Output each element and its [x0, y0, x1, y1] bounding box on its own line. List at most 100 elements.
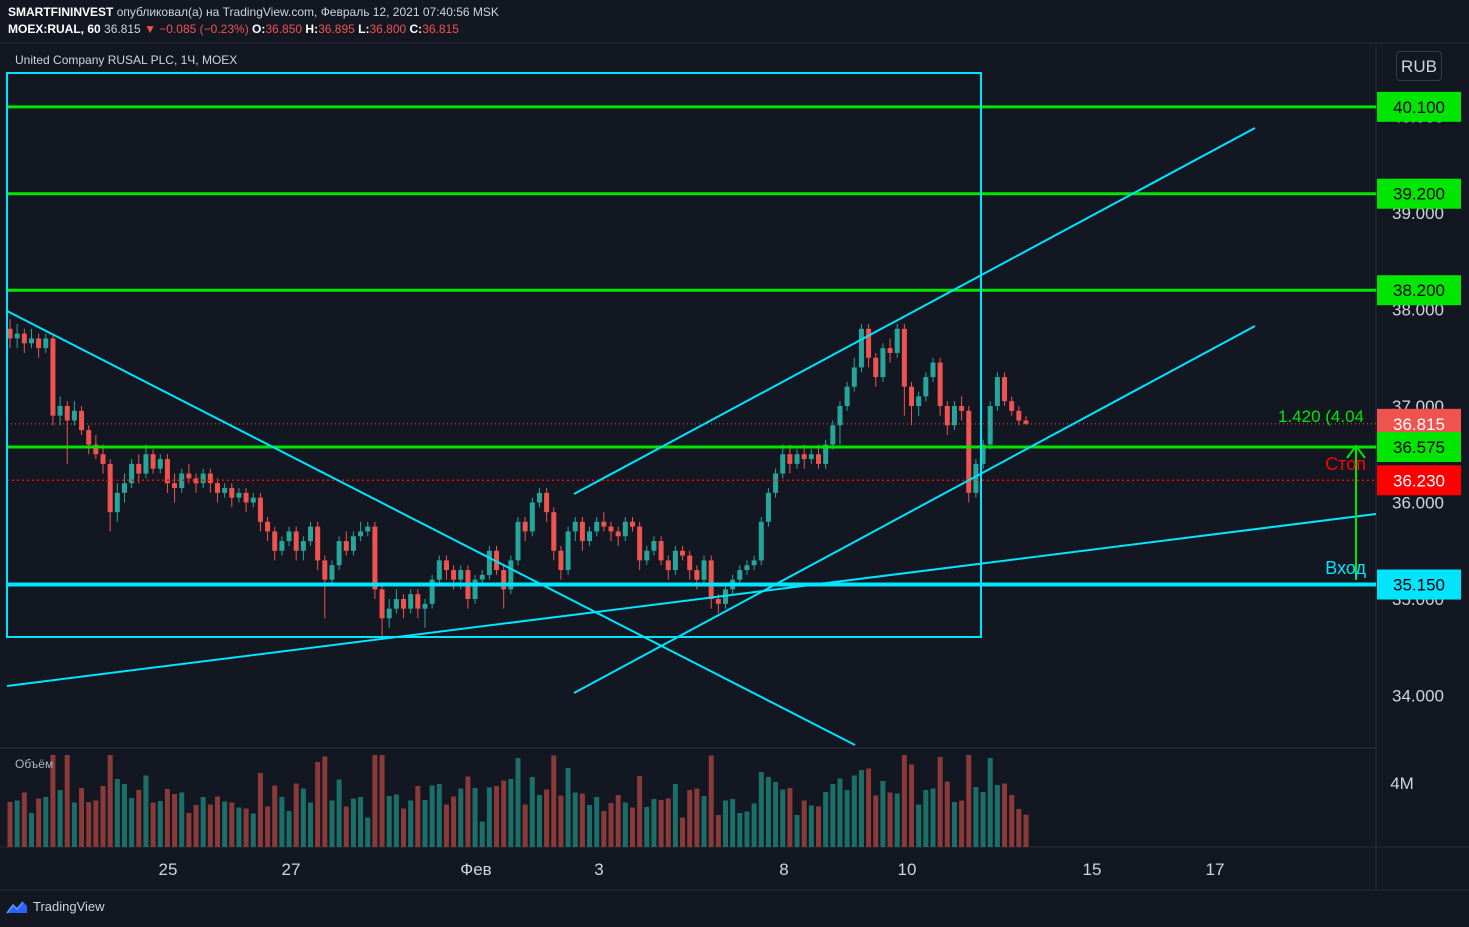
- volume-bar: [472, 788, 478, 847]
- time-tick-label: 10: [898, 860, 917, 879]
- volume-bar: [315, 762, 321, 847]
- volume-bar: [150, 802, 156, 847]
- volume-bar: [773, 782, 779, 847]
- volume-bar: [909, 764, 915, 847]
- candle-body: [951, 406, 957, 426]
- candle-body: [329, 565, 335, 580]
- open-value: 36.850: [265, 22, 303, 36]
- candle-body: [1016, 410, 1022, 421]
- volume-bar: [837, 778, 843, 847]
- candle-body: [315, 526, 321, 561]
- candle-body: [572, 521, 578, 532]
- volume-bar: [222, 801, 228, 847]
- volume-bar: [443, 804, 449, 847]
- volume-bar: [272, 785, 278, 847]
- volume-bar: [558, 795, 564, 847]
- volume-bar: [651, 799, 657, 847]
- high-value: 36.895: [318, 22, 355, 36]
- candle-body: [486, 550, 492, 575]
- volume-bar: [587, 805, 593, 847]
- candle-body: [93, 444, 99, 455]
- candle-body: [923, 377, 929, 397]
- volume-bar: [121, 784, 127, 847]
- candle-body: [515, 521, 521, 561]
- tradingview-logo-text: TradingView: [33, 899, 105, 914]
- volume-bar: [808, 805, 814, 847]
- candle-body: [393, 599, 399, 609]
- candle-body: [658, 541, 664, 561]
- candle-body: [937, 362, 943, 406]
- volume-bar: [866, 768, 872, 847]
- volume-bar: [229, 802, 235, 847]
- drawings-layer: [6, 72, 1377, 746]
- candle-body: [980, 444, 986, 464]
- candle-body: [887, 348, 893, 353]
- candle-body: [701, 560, 707, 580]
- volume-bar: [794, 815, 800, 847]
- volume-bar: [787, 788, 793, 847]
- volume-bar: [1009, 795, 1015, 847]
- candle-body: [744, 565, 750, 571]
- volume-bar: [136, 790, 142, 847]
- volume-bar: [415, 786, 421, 847]
- candle-body: [930, 362, 936, 378]
- close-value: 36.815: [422, 22, 459, 36]
- candle-body: [186, 473, 192, 479]
- candle-body: [866, 328, 872, 358]
- candle-body: [279, 541, 285, 551]
- candle-body: [1002, 377, 1008, 402]
- volume-bar: [594, 797, 600, 847]
- candle-body: [579, 521, 585, 542]
- ohlc-legend: MOEX:RUAL, 60 36.815 ▼ −0.085 (−0.23%) O…: [8, 22, 459, 36]
- volume-bar: [615, 795, 621, 847]
- volume-bar: [114, 779, 120, 847]
- price-label-text: 38.200: [1393, 281, 1445, 300]
- candle-body: [43, 338, 49, 349]
- volume-bar: [722, 800, 728, 847]
- last-price: 36.815: [104, 22, 141, 36]
- candle-body: [622, 521, 628, 537]
- volume-bar: [880, 781, 886, 847]
- candle-body: [787, 454, 793, 464]
- price-label-box: [1377, 465, 1461, 496]
- candle-body: [236, 492, 242, 498]
- tradingview-logo[interactable]: TradingView: [6, 899, 105, 914]
- publisher-name[interactable]: SMARTFININVEST: [8, 5, 114, 19]
- volume-bar: [336, 779, 342, 847]
- candle-body: [257, 497, 263, 522]
- time-tick-label: 15: [1083, 860, 1102, 879]
- volume-bar: [28, 813, 34, 847]
- volume-bar: [408, 800, 414, 847]
- candle-body: [436, 560, 442, 580]
- candle-body: [114, 492, 120, 513]
- volume-bar: [300, 788, 306, 847]
- volume-bar: [701, 796, 707, 847]
- candle-body: [365, 526, 371, 532]
- candle-body: [415, 594, 421, 609]
- currency-button[interactable]: RUB: [1396, 51, 1442, 81]
- volume-bar: [780, 789, 786, 847]
- candle-body: [350, 536, 356, 551]
- candle-body: [250, 497, 256, 503]
- volume-bar: [830, 784, 836, 847]
- price-tick-label: 34.000: [1392, 687, 1444, 706]
- measure-label: 1.420 (4.04: [1278, 407, 1364, 426]
- volume-bar: [250, 813, 256, 847]
- volume-bar: [801, 800, 807, 847]
- volume-bar: [601, 811, 607, 847]
- price-tick-label: 39.000: [1392, 204, 1444, 223]
- candle-body: [551, 512, 557, 551]
- channel-lower-line: [573, 325, 1256, 694]
- volume-bar: [21, 792, 27, 847]
- candle-body: [200, 473, 206, 484]
- candle-body: [522, 521, 528, 532]
- candle-body: [994, 377, 1000, 406]
- candle-body: [322, 560, 328, 580]
- volume-bar: [994, 785, 1000, 847]
- stop-label: Стоп: [1325, 454, 1366, 474]
- candle-body: [214, 483, 220, 493]
- volume-bar: [7, 802, 13, 847]
- volume-bar: [64, 755, 70, 847]
- candle-body: [121, 483, 127, 493]
